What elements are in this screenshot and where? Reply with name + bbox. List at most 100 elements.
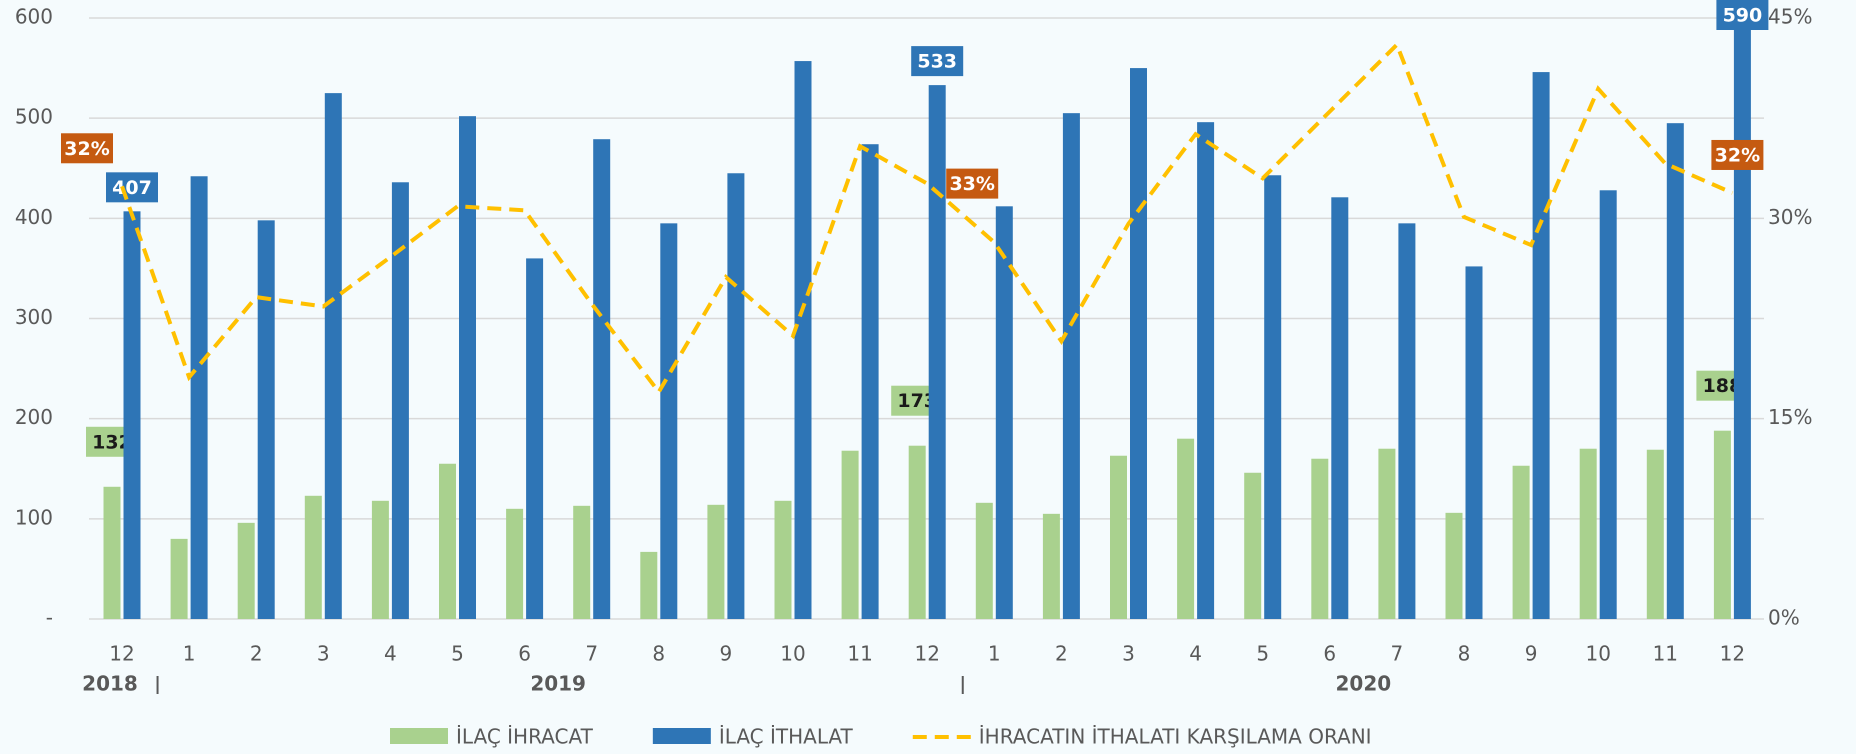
bar xyxy=(439,463,456,619)
y-tick-label: 200 xyxy=(15,405,53,429)
bar xyxy=(1062,113,1080,620)
data-label-box xyxy=(106,172,158,203)
legend-swatch xyxy=(390,728,448,744)
bar xyxy=(459,116,476,619)
data-label: 32% xyxy=(64,138,109,160)
x-tick-label: 11 xyxy=(847,642,872,666)
x-tick-label: 1 xyxy=(988,642,1001,666)
bar xyxy=(103,486,121,619)
bar xyxy=(841,450,859,619)
bar xyxy=(727,173,745,619)
x-tick-label: 6 xyxy=(518,642,531,666)
x-group-label: 2019 xyxy=(530,672,586,696)
bar xyxy=(1465,266,1483,619)
data-label-box xyxy=(946,168,999,199)
data-label: 32% xyxy=(1715,144,1760,166)
legend-label: İHRACATIN İTHALATI KARŞILAMA ORANI xyxy=(979,725,1372,749)
y2-tick-label: 0% xyxy=(1768,606,1800,630)
bar xyxy=(1264,175,1282,620)
bar xyxy=(1331,197,1349,619)
bar xyxy=(371,500,389,619)
x-tick-label: 4 xyxy=(1189,642,1202,666)
bar xyxy=(391,182,409,620)
bar xyxy=(170,538,188,619)
x-tick-label: 2 xyxy=(1055,642,1068,666)
bar xyxy=(794,61,812,620)
x-tick-label: 6 xyxy=(1323,642,1336,666)
bar xyxy=(908,445,926,619)
bar xyxy=(1398,223,1416,619)
bar xyxy=(1599,190,1617,619)
x-tick-label: 12 xyxy=(1720,642,1745,666)
bar xyxy=(190,176,208,619)
legend-label: İLAÇ İTHALAT xyxy=(719,725,854,749)
ratio-line xyxy=(120,41,1734,396)
x-tick-label: 9 xyxy=(720,642,733,666)
bar xyxy=(1512,465,1530,619)
x-tick-label: 3 xyxy=(1122,642,1135,666)
bar xyxy=(1445,512,1463,619)
x-tick-label: 7 xyxy=(585,642,598,666)
x-tick-label: 9 xyxy=(1525,642,1538,666)
y-tick-label: - xyxy=(46,606,53,630)
data-label-box xyxy=(1711,139,1764,170)
bar xyxy=(707,504,725,619)
x-tick-label: 3 xyxy=(317,642,330,666)
bar xyxy=(975,502,993,619)
x-tick-label: 5 xyxy=(1256,642,1269,666)
x-tick-label: 10 xyxy=(1585,642,1610,666)
bar xyxy=(324,93,342,619)
bar xyxy=(1713,430,1731,619)
bar xyxy=(1177,438,1195,619)
data-label: 33% xyxy=(949,173,994,195)
data-label-box xyxy=(911,46,964,77)
bar xyxy=(257,220,275,619)
bar xyxy=(1311,458,1329,619)
data-label: 533 xyxy=(917,51,957,73)
x-tick-label: 12 xyxy=(109,642,134,666)
bar xyxy=(237,522,255,619)
data-label-box xyxy=(1716,0,1769,30)
x-tick-label: 2 xyxy=(250,642,263,666)
data-label-box xyxy=(61,133,113,164)
bar xyxy=(660,223,678,619)
bar xyxy=(526,258,544,619)
y-tick-label: 400 xyxy=(15,205,53,229)
y-tick-label: 300 xyxy=(15,305,53,329)
x-tick-label: 8 xyxy=(652,642,665,666)
bar xyxy=(1244,472,1262,619)
x-group-label: 2018 xyxy=(82,672,138,696)
x-tick-label: 11 xyxy=(1653,642,1678,666)
bar xyxy=(506,508,524,619)
y2-tick-label: 30% xyxy=(1768,205,1812,229)
bar xyxy=(593,139,611,619)
bar xyxy=(774,500,792,619)
y2-tick-label: 45% xyxy=(1768,5,1812,29)
x-tick-label: 10 xyxy=(780,642,805,666)
y-tick-label: 600 xyxy=(15,5,53,29)
data-label: 188 xyxy=(1703,375,1743,397)
bar xyxy=(573,505,591,619)
bar xyxy=(1733,28,1751,620)
x-tick-label: 12 xyxy=(914,642,939,666)
bar xyxy=(1378,448,1396,619)
bar xyxy=(995,206,1013,619)
bar xyxy=(1042,513,1060,619)
bar xyxy=(1646,449,1664,619)
bar xyxy=(861,144,879,619)
bar xyxy=(1197,122,1215,619)
bar xyxy=(123,211,141,620)
x-tick-label: 1 xyxy=(183,642,196,666)
bar xyxy=(1130,68,1147,620)
data-label: 590 xyxy=(1723,5,1763,27)
x-group-label: 2020 xyxy=(1336,672,1392,696)
bar xyxy=(1579,448,1597,619)
data-label: 132 xyxy=(92,431,132,453)
bar xyxy=(1532,72,1550,620)
y2-tick-label: 15% xyxy=(1768,405,1812,429)
x-tick-label: 4 xyxy=(384,642,397,666)
y-tick-label: 500 xyxy=(15,105,53,129)
data-label: 173 xyxy=(897,390,937,412)
legend-label: İLAÇ İHRACAT xyxy=(456,725,594,749)
